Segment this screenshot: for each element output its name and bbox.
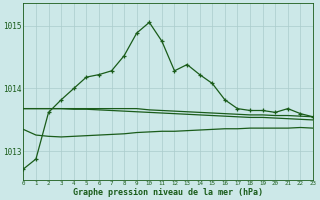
X-axis label: Graphe pression niveau de la mer (hPa): Graphe pression niveau de la mer (hPa)	[73, 188, 263, 197]
